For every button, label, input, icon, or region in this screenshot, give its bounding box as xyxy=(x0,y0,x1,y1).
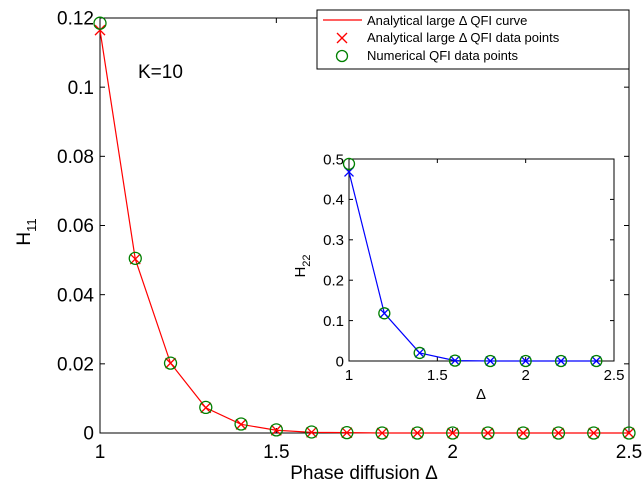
main-series-1-x-marker xyxy=(94,24,106,36)
main-series-2-circle-marker xyxy=(199,400,213,415)
inset-plot: 1 1.5 2 2.5 0 0.1 0.2 0.3 0.4 0.5 Δ H22 xyxy=(292,151,624,403)
main-series-1-x-marker xyxy=(306,426,318,438)
main-x-tick-label: 2.5 xyxy=(616,442,642,463)
main-y-tick-label: 0.1 xyxy=(68,78,94,99)
inset-series-layer xyxy=(342,157,603,368)
inset-series-1-circle-marker xyxy=(519,354,532,368)
inset-x-tick-label: 2 xyxy=(521,367,529,384)
inset-series-0-x-marker xyxy=(450,355,460,366)
main-axis-ticks: 1 1.5 2 2.500.020.040.060.080.10.12 xyxy=(57,9,642,463)
inset-plot-frame xyxy=(348,158,615,362)
main-series-2-circle-marker xyxy=(340,426,354,440)
main-x-axis-label: Phase diffusion Δ xyxy=(290,463,438,484)
legend-box xyxy=(316,9,630,70)
inset-y-axis-label-sub: 22 xyxy=(301,254,313,266)
main-series-2-circle-marker xyxy=(304,425,319,439)
main-series-2-circle-marker xyxy=(234,417,248,431)
main-series-2-circle-marker xyxy=(516,426,530,440)
inset-series-1-circle-marker xyxy=(378,307,391,320)
inset-series-1-circle-marker xyxy=(554,354,568,368)
inset-x-tick-label: 2.5 xyxy=(604,367,625,384)
main-series-2-circle-marker xyxy=(587,426,601,440)
inset-series-1-circle-marker xyxy=(342,157,356,170)
main-series-1-x-marker xyxy=(482,427,494,439)
main-y-axis-label-main: H xyxy=(14,232,35,246)
main-series-2-circle-marker xyxy=(93,16,107,30)
legend-circle-marker xyxy=(335,49,349,63)
main-series-1-x-marker xyxy=(588,427,600,439)
svg-text:H22: H22 xyxy=(292,254,313,277)
main-series-1-x-marker xyxy=(235,418,247,430)
inset-axis-ticks: 1 1.5 2 2.5 0 0.1 0.2 0.3 0.4 0.5 xyxy=(323,151,624,384)
main-series-1-x-marker xyxy=(447,427,459,439)
inset-series-0-x-marker xyxy=(556,356,566,366)
main-series-1-x-marker xyxy=(270,424,282,436)
inset-x-axis-label: Δ xyxy=(476,386,486,403)
legend-entry-numerical-points: Numerical QFI data points xyxy=(367,48,519,63)
inset-series-0-x-marker xyxy=(591,356,602,366)
inset-series-1-circle-marker xyxy=(484,354,497,368)
main-series-2-circle-marker xyxy=(410,426,425,440)
main-series-1-x-marker xyxy=(341,427,353,439)
main-y-tick-label: 0.06 xyxy=(57,216,94,237)
legend: Analytical large Δ QFI curve Analytical … xyxy=(316,9,630,70)
main-y-tick-label: 0.08 xyxy=(57,147,94,168)
main-series-2-circle-marker xyxy=(481,426,495,440)
main-series-2-circle-marker xyxy=(163,356,178,370)
main-series-1-x-marker xyxy=(376,427,388,439)
main-series-2-circle-marker xyxy=(128,251,142,266)
inset-series-1-circle-marker xyxy=(590,354,603,368)
main-x-tick-label: 1 xyxy=(95,442,106,463)
inset-series-0-x-marker xyxy=(485,356,496,366)
main-x-tick-label: 1.5 xyxy=(263,442,289,463)
main-y-axis-label: H11 xyxy=(14,218,39,245)
main-y-tick-label: 0.02 xyxy=(57,354,94,375)
main-series-layer xyxy=(93,16,636,440)
inset-y-tick-label: 0.1 xyxy=(323,313,344,330)
main-series-2-circle-marker xyxy=(551,426,566,440)
inset-y-axis-label-main: H xyxy=(292,267,309,278)
main-series-0-line xyxy=(99,30,629,434)
main-y-tick-label: 0 xyxy=(83,424,94,445)
inset-y-tick-label: 0.5 xyxy=(323,151,344,168)
main-series-1-x-marker xyxy=(165,357,176,369)
main-series-1-x-marker xyxy=(517,427,529,439)
inset-series-1-circle-marker xyxy=(448,354,462,367)
inset-x-tick-label: 1.5 xyxy=(427,367,448,384)
inset-y-axis-label: H22 xyxy=(292,254,313,277)
main-series-1-x-marker xyxy=(129,253,141,265)
inset-x-tick-label: 1 xyxy=(345,367,353,384)
inset-y-tick-label: 0.2 xyxy=(323,272,344,289)
legend-x-marker xyxy=(336,32,348,44)
inset-series-0-x-marker xyxy=(520,356,531,366)
main-x-tick-label: 2 xyxy=(447,442,458,463)
inset-series-0-x-marker xyxy=(414,347,425,358)
main-y-tick-label: 0.04 xyxy=(57,285,94,306)
annotation-k: K=10 xyxy=(138,62,183,83)
main-series-1-x-marker xyxy=(411,427,423,439)
inset-series-0-x-marker xyxy=(379,308,390,319)
inset-y-tick-label: 0.4 xyxy=(323,192,344,209)
main-series-1-x-marker xyxy=(623,427,635,439)
main-series-2-circle-marker xyxy=(269,423,283,437)
main-y-axis-label-sub: 11 xyxy=(24,218,39,232)
inset-y-tick-label: 0.3 xyxy=(323,232,344,249)
inset-series-1-circle-marker xyxy=(413,346,426,360)
svg-text:H11: H11 xyxy=(14,218,39,245)
main-series-1-x-marker xyxy=(553,427,564,439)
legend-entry-analytical-points: Analytical large Δ QFI data points xyxy=(367,30,560,45)
legend-entry-curve: Analytical large Δ QFI curve xyxy=(367,13,527,28)
main-series-2-circle-marker xyxy=(622,426,636,440)
main-y-tick-label: 0.12 xyxy=(57,9,94,30)
inset-y-tick-label: 0 xyxy=(336,353,344,370)
main-series-2-circle-marker xyxy=(446,426,460,440)
main-series-2-circle-marker xyxy=(375,426,389,440)
main-series-1-x-marker xyxy=(200,402,212,414)
